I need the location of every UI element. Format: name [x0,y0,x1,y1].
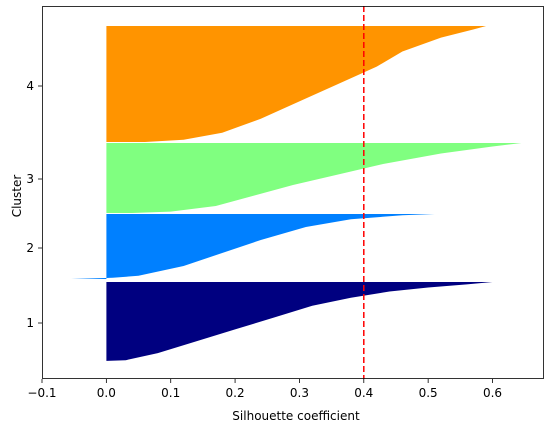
y-axis-ticks: 1 2 3 4 [26,79,42,330]
silhouette-bars [71,26,522,361]
y-axis-label: Cluster [10,175,24,218]
x-tick-label: 0.3 [290,386,309,400]
axes-frame [42,6,544,379]
x-tick-label: 0.0 [97,386,116,400]
x-tick-label: 0.2 [226,386,245,400]
x-tick-label: 0.5 [419,386,438,400]
x-tick-label: −0.1 [27,386,56,400]
y-tick-label-cluster-2: 2 [26,241,34,255]
x-axis-label: Silhouette coefficient [232,409,360,423]
x-tick-label: 0.1 [161,386,180,400]
y-tick-label-cluster-1: 1 [26,316,34,330]
silhouette-bar-cluster-3 [106,143,522,213]
x-tick-label: 0.4 [354,386,373,400]
x-axis-ticks: −0.1 0.0 0.1 0.2 0.3 0.4 0.5 0.6 [27,379,502,400]
silhouette-bar-cluster-2 [71,214,435,279]
silhouette-bar-cluster-4 [106,26,487,142]
silhouette-bar-cluster-1 [103,282,493,361]
y-tick-label-cluster-4: 4 [26,79,34,93]
axes [42,6,544,379]
x-tick-label: 0.6 [483,386,502,400]
y-tick-label-cluster-3: 3 [26,172,34,186]
